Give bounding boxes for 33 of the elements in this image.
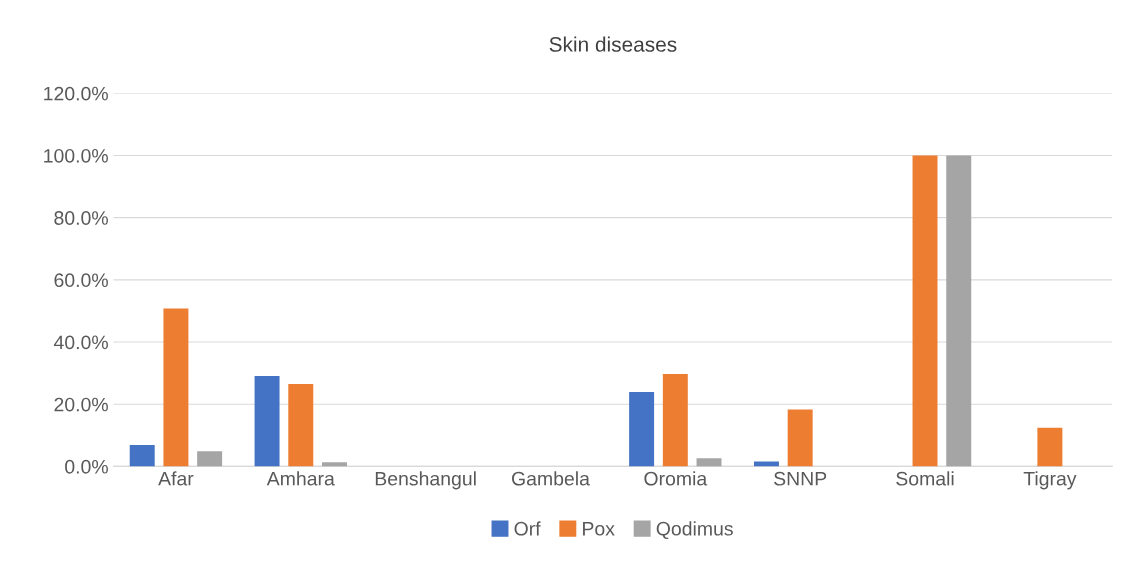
bar (288, 384, 314, 467)
chart-title: Skin diseases (549, 36, 677, 52)
legend-label: Pox (583, 522, 615, 536)
legend-label: Orf (514, 521, 541, 536)
legend-label: Qodimus (656, 521, 733, 540)
bar (1037, 427, 1063, 467)
y-tick-label: 80.0% (54, 211, 108, 225)
x-tick-label: Tigray (1023, 471, 1077, 490)
bar (912, 155, 938, 467)
bar (753, 461, 779, 467)
x-tick-label: Afar (158, 471, 194, 486)
y-tick-label: 40.0% (53, 335, 108, 350)
y-tick-label: 0.0% (65, 459, 108, 474)
bar (946, 155, 972, 467)
y-tick-label: 120.0% (44, 86, 108, 101)
bar (629, 392, 655, 467)
bar (696, 458, 722, 467)
bar (322, 462, 347, 467)
x-tick-label: Somali (896, 471, 954, 486)
bar (787, 409, 813, 467)
bar (129, 444, 155, 467)
y-tick-label: 20.0% (54, 397, 108, 412)
y-tick-label: 100.0% (44, 148, 108, 163)
x-tick-label: Oromia (644, 471, 708, 486)
bar (254, 375, 280, 467)
bar (163, 308, 189, 467)
x-tick-label: Gambela (512, 471, 590, 486)
x-tick-label: Amhara (266, 471, 335, 486)
x-tick-label: Benshangul (375, 471, 476, 490)
bar (197, 451, 223, 467)
x-tick-label: SNNP (774, 471, 827, 486)
y-tick-label: 60.0% (54, 273, 108, 288)
bar (662, 374, 688, 467)
